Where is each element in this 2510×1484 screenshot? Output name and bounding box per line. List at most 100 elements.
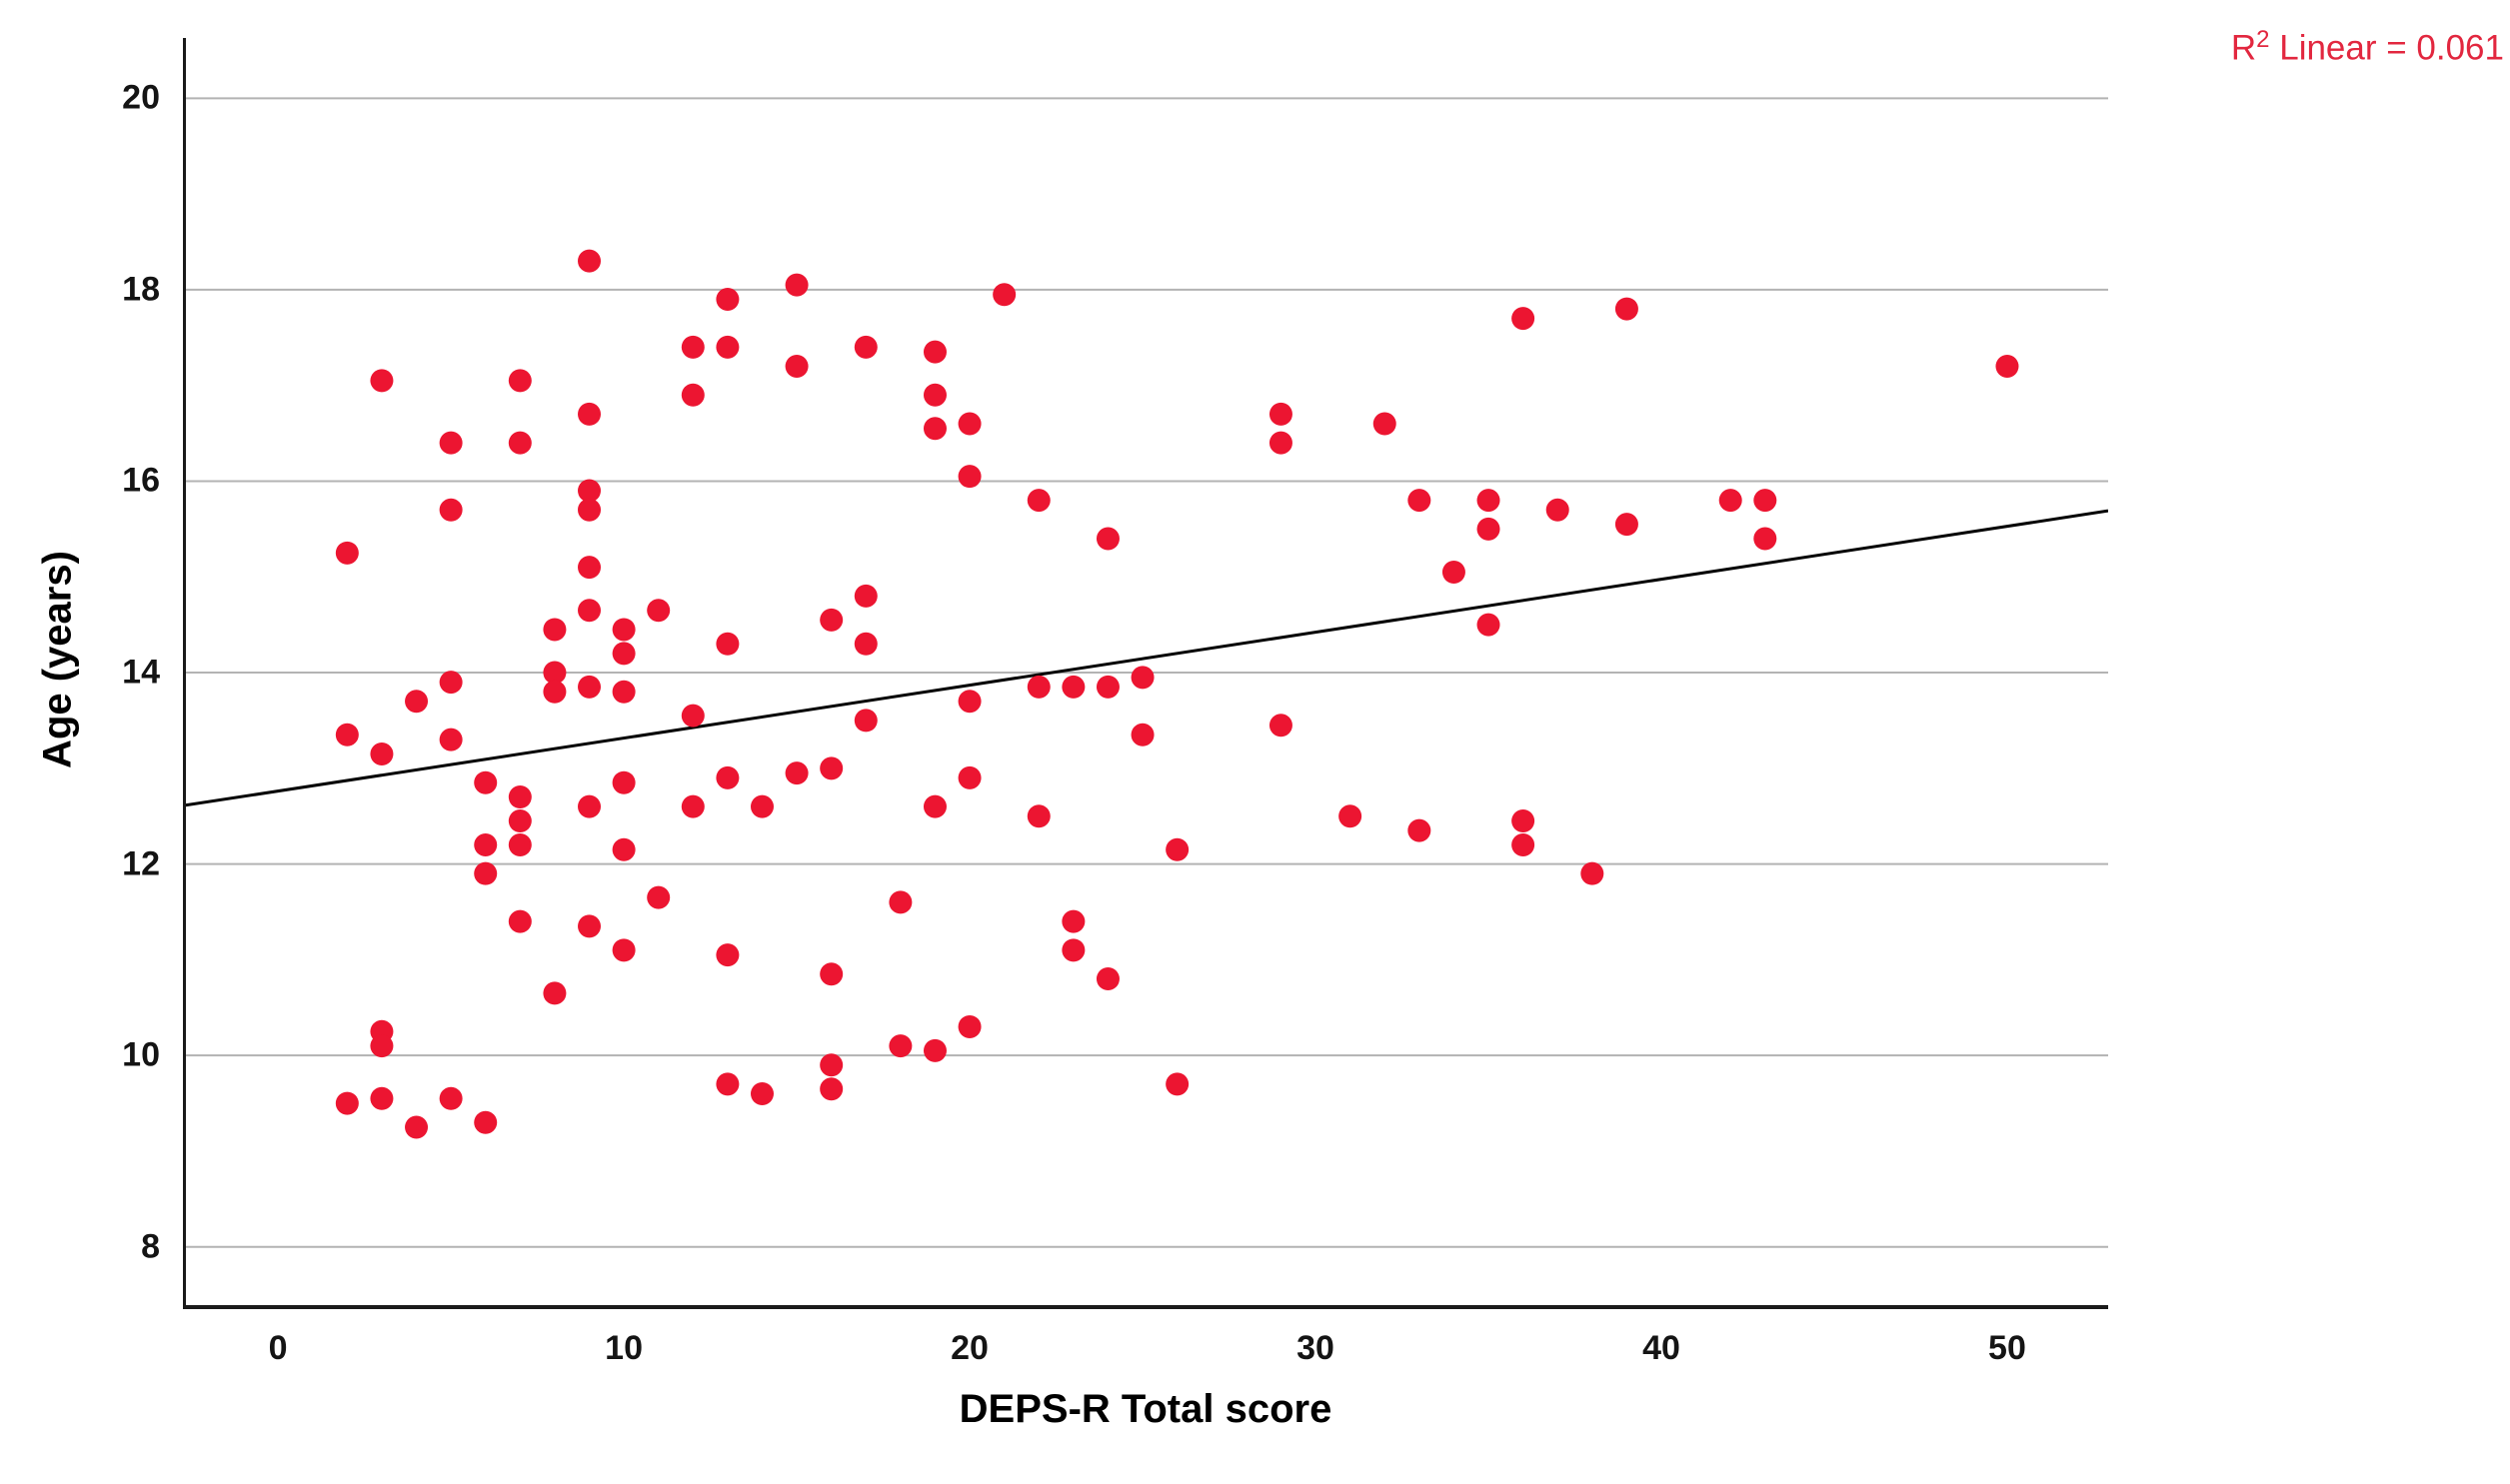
y-tick-label-20: 20	[122, 78, 160, 117]
x-tick-label-10: 10	[605, 1329, 643, 1367]
data-point	[923, 340, 947, 364]
data-point	[1062, 938, 1086, 962]
data-point	[474, 1110, 498, 1134]
data-point	[439, 498, 463, 522]
data-point	[543, 680, 567, 704]
data-point	[508, 809, 532, 833]
data-point	[958, 690, 982, 714]
data-point	[578, 402, 602, 426]
data-point	[681, 704, 705, 728]
data-point	[474, 861, 498, 885]
data-point	[508, 832, 532, 856]
data-point	[1166, 837, 1190, 861]
data-point	[958, 412, 982, 436]
data-point	[993, 283, 1017, 307]
y-tick-label-14: 14	[122, 653, 160, 692]
data-point	[1614, 513, 1638, 537]
data-point	[820, 962, 844, 986]
data-point	[612, 837, 636, 861]
data-point	[785, 761, 809, 785]
data-point	[1476, 489, 1500, 513]
data-point	[750, 794, 774, 818]
data-point	[1131, 666, 1155, 690]
data-point	[508, 909, 532, 933]
data-point	[405, 1115, 429, 1139]
r2-annotation-value: Linear = 0.061	[2269, 28, 2504, 68]
data-point	[1718, 489, 1742, 513]
data-point	[1580, 861, 1604, 885]
regression-line	[183, 509, 2108, 807]
data-point	[1441, 560, 1465, 584]
data-point	[1027, 489, 1051, 513]
x-tick-label-40: 40	[1642, 1329, 1680, 1367]
data-point	[923, 383, 947, 407]
data-point	[439, 671, 463, 695]
r2-annotation-r: R	[2230, 28, 2257, 68]
data-point	[578, 249, 602, 273]
data-point	[1062, 675, 1086, 699]
data-point	[647, 885, 671, 909]
x-axis-title: DEPS-R Total score	[959, 1387, 1332, 1431]
plot-area	[183, 38, 2108, 1309]
data-point	[612, 680, 636, 704]
data-point	[1096, 675, 1120, 699]
data-point	[1545, 498, 1569, 522]
data-point	[681, 794, 705, 818]
data-point	[335, 1091, 359, 1115]
data-point	[508, 785, 532, 809]
data-point	[474, 770, 498, 794]
data-point	[923, 794, 947, 818]
data-point	[716, 943, 740, 967]
data-point	[1753, 489, 1777, 513]
y-tick-label-18: 18	[122, 270, 160, 309]
r2-annotation: R2 Linear = 0.061	[2231, 26, 2504, 69]
data-point	[370, 1034, 394, 1058]
data-point	[612, 770, 636, 794]
data-point	[335, 541, 359, 565]
data-point	[958, 1014, 982, 1038]
data-point	[1062, 909, 1086, 933]
data-point	[370, 742, 394, 765]
data-point	[1511, 307, 1535, 331]
data-point	[543, 661, 567, 685]
data-point	[750, 1081, 774, 1105]
data-point	[1027, 675, 1051, 699]
y-tick-label-16: 16	[122, 461, 160, 500]
data-point	[1096, 527, 1120, 551]
data-point	[1268, 402, 1292, 426]
r2-annotation-sup: 2	[2256, 26, 2270, 53]
x-tick-label-50: 50	[1988, 1329, 2026, 1367]
data-point	[716, 632, 740, 656]
data-point	[1096, 967, 1120, 991]
data-point	[716, 287, 740, 311]
data-point	[1476, 517, 1500, 541]
data-point	[889, 1034, 913, 1058]
data-point	[1027, 804, 1051, 828]
data-point	[785, 273, 809, 297]
data-point	[923, 1038, 947, 1062]
data-point	[958, 765, 982, 789]
data-point	[439, 728, 463, 751]
x-tick-label-0: 0	[268, 1329, 288, 1367]
data-point	[1511, 832, 1535, 856]
data-point	[508, 431, 532, 455]
data-point	[889, 890, 913, 914]
data-point	[474, 832, 498, 856]
data-point	[854, 709, 878, 733]
data-point	[820, 756, 844, 780]
data-point	[578, 794, 602, 818]
data-point	[543, 981, 567, 1005]
data-point	[1372, 412, 1396, 436]
data-point	[1268, 431, 1292, 455]
data-point	[785, 355, 809, 379]
data-point	[578, 498, 602, 522]
data-point	[578, 599, 602, 623]
data-point	[647, 599, 671, 623]
data-point	[370, 1086, 394, 1110]
y-tick-label-8: 8	[141, 1227, 160, 1266]
data-point	[716, 765, 740, 789]
data-point	[405, 690, 429, 714]
data-point	[578, 675, 602, 699]
x-tick-label-30: 30	[1296, 1329, 1334, 1367]
